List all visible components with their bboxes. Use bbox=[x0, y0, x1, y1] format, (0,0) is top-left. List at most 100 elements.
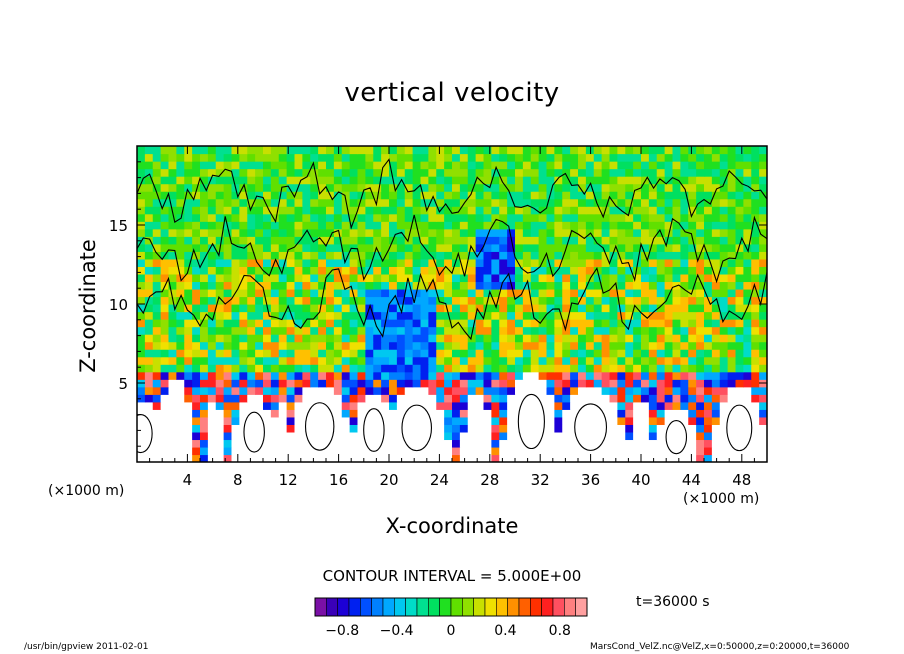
heatmap-cell bbox=[554, 446, 563, 456]
heatmap-cell bbox=[656, 206, 666, 215]
heatmap-cell bbox=[633, 379, 642, 388]
heatmap-cell bbox=[333, 319, 343, 328]
heatmap-cell bbox=[459, 251, 469, 260]
heatmap-cell bbox=[546, 349, 555, 358]
heatmap-cell bbox=[231, 311, 240, 320]
heatmap-cell bbox=[507, 168, 516, 177]
heatmap-cell bbox=[656, 146, 666, 155]
heatmap-cell bbox=[420, 213, 429, 222]
heatmap-cell bbox=[727, 349, 737, 358]
heatmap-cell bbox=[467, 251, 477, 260]
heatmap-cell bbox=[278, 439, 288, 448]
heatmap-cell bbox=[255, 176, 264, 185]
heatmap-cell bbox=[278, 394, 288, 403]
heatmap-cell bbox=[223, 386, 233, 395]
heatmap-cell bbox=[215, 304, 225, 313]
heatmap-cell bbox=[200, 191, 209, 200]
heatmap-cell bbox=[341, 334, 351, 343]
heatmap-cell bbox=[696, 311, 705, 320]
heatmap-cell bbox=[648, 153, 658, 162]
colorbar-frame bbox=[314, 597, 588, 617]
heatmap-cell bbox=[294, 439, 303, 448]
heatmap-cell bbox=[239, 416, 248, 425]
heatmap-cell bbox=[452, 379, 461, 388]
heatmap-cell bbox=[467, 281, 477, 290]
heatmap-cell bbox=[459, 273, 469, 283]
heatmap-cell bbox=[585, 191, 595, 200]
heatmap-cell bbox=[704, 334, 713, 343]
heatmap-cell bbox=[719, 319, 729, 328]
heatmap-cell bbox=[357, 183, 366, 192]
heatmap-cell bbox=[333, 424, 343, 433]
velocity-heatmap bbox=[137, 146, 767, 462]
heatmap-cell bbox=[326, 281, 335, 290]
heatmap-cell bbox=[247, 236, 256, 245]
time-label: t=36000 s bbox=[636, 594, 710, 610]
heatmap-cell bbox=[452, 386, 461, 395]
heatmap-cell bbox=[719, 401, 729, 410]
heatmap-cell bbox=[704, 221, 713, 230]
heatmap-cell bbox=[585, 416, 595, 425]
heatmap-cell bbox=[420, 288, 429, 298]
heatmap-cell bbox=[648, 304, 658, 313]
heatmap-cell bbox=[436, 296, 445, 305]
heatmap-cell bbox=[648, 311, 658, 320]
heatmap-cell bbox=[554, 161, 563, 170]
heatmap-cell bbox=[310, 304, 319, 313]
heatmap-cell bbox=[310, 153, 319, 162]
heatmap-cell bbox=[444, 446, 453, 456]
heatmap-cell bbox=[554, 258, 563, 267]
heatmap-cell bbox=[184, 386, 193, 395]
heatmap-cell bbox=[436, 266, 445, 275]
heatmap-cell bbox=[664, 364, 674, 373]
heatmap-cell bbox=[318, 326, 327, 335]
heatmap-cell bbox=[664, 379, 674, 388]
heatmap-cell bbox=[475, 304, 485, 313]
heatmap-cell bbox=[562, 416, 571, 425]
x-unit-label-right: (×1000 m) bbox=[683, 491, 760, 507]
heatmap-cell bbox=[137, 401, 146, 410]
heatmap-cell bbox=[152, 379, 162, 388]
heatmap-cell bbox=[168, 191, 177, 200]
heatmap-cell bbox=[664, 251, 674, 260]
heatmap-cell bbox=[263, 153, 272, 162]
heatmap-cell bbox=[286, 379, 296, 388]
heatmap-cell bbox=[278, 401, 288, 410]
heatmap-cell bbox=[515, 213, 524, 222]
heatmap-cell bbox=[239, 191, 248, 200]
heatmap-cell bbox=[310, 364, 319, 373]
heatmap-cell bbox=[239, 228, 248, 237]
heatmap-cell bbox=[735, 409, 744, 418]
heatmap-cell bbox=[759, 281, 767, 290]
heatmap-cell bbox=[278, 379, 288, 388]
heatmap-cell bbox=[215, 258, 225, 267]
heatmap-cell bbox=[215, 161, 225, 170]
heatmap-cell bbox=[562, 409, 571, 418]
heatmap-cell bbox=[711, 176, 721, 185]
heatmap-cell bbox=[704, 341, 713, 350]
heatmap-cell bbox=[467, 446, 477, 456]
heatmap-cell bbox=[711, 386, 721, 395]
heatmap-cell bbox=[578, 258, 587, 267]
heatmap-cell bbox=[711, 311, 721, 320]
heatmap-cell bbox=[326, 394, 335, 403]
heatmap-cell bbox=[719, 454, 729, 462]
heatmap-cell bbox=[294, 258, 303, 267]
heatmap-cell bbox=[341, 416, 351, 425]
heatmap-cell bbox=[648, 356, 658, 365]
colorbar-swatch bbox=[518, 597, 531, 617]
heatmap-cell bbox=[522, 334, 532, 343]
heatmap-cell bbox=[223, 161, 233, 170]
heatmap-cell bbox=[759, 371, 767, 380]
heatmap-cell bbox=[688, 326, 697, 335]
heatmap-cell bbox=[184, 251, 193, 260]
heatmap-cell bbox=[192, 394, 201, 403]
heatmap-cell bbox=[719, 251, 729, 260]
heatmap-cell bbox=[144, 146, 154, 155]
heatmap-cell bbox=[192, 386, 201, 395]
heatmap-cell bbox=[743, 394, 752, 403]
heatmap-cell bbox=[318, 311, 327, 320]
heatmap-cell bbox=[341, 454, 351, 462]
heatmap-cell bbox=[483, 153, 492, 162]
heatmap-cell bbox=[546, 183, 555, 192]
